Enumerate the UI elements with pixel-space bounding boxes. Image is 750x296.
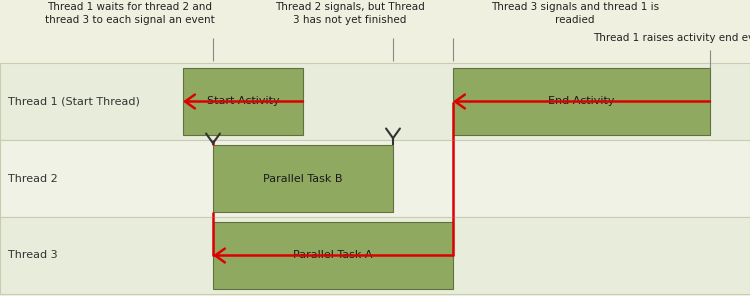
Text: Thread 1 raises activity end event: Thread 1 raises activity end event bbox=[593, 33, 750, 43]
Text: Thread 1 waits for thread 2 and
thread 3 to each signal an event: Thread 1 waits for thread 2 and thread 3… bbox=[45, 2, 214, 25]
Text: End Activity: End Activity bbox=[548, 96, 615, 107]
Text: Thread 3: Thread 3 bbox=[8, 250, 58, 260]
Text: Parallel Task A: Parallel Task A bbox=[293, 250, 373, 260]
Bar bbox=[0, 63, 750, 140]
Text: Thread 1 (Start Thread): Thread 1 (Start Thread) bbox=[8, 96, 140, 107]
Text: Thread 3 signals and thread 1 is
readied: Thread 3 signals and thread 1 is readied bbox=[491, 2, 659, 25]
Bar bbox=[213, 145, 393, 212]
Bar bbox=[0, 140, 750, 217]
Text: Thread 2 signals, but Thread
3 has not yet finished: Thread 2 signals, but Thread 3 has not y… bbox=[275, 2, 424, 25]
Bar bbox=[183, 68, 303, 135]
Bar bbox=[453, 68, 710, 135]
Bar bbox=[213, 222, 453, 289]
Text: Thread 2: Thread 2 bbox=[8, 173, 58, 184]
Text: Parallel Task B: Parallel Task B bbox=[263, 173, 343, 184]
Text: Start Activity: Start Activity bbox=[207, 96, 279, 107]
Bar bbox=[0, 217, 750, 294]
